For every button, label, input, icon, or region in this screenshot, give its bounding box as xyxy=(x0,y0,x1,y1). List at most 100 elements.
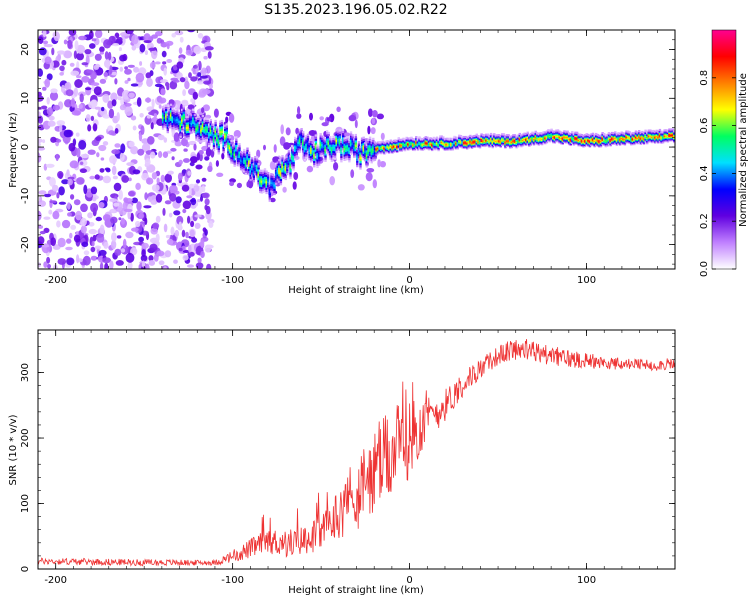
spectrogram-cell xyxy=(604,145,607,148)
spectrogram-cell xyxy=(575,136,579,139)
spectrogram-cell xyxy=(364,152,367,155)
spectrogram-cell xyxy=(467,141,470,144)
spectrogram-cell xyxy=(201,107,205,114)
spectrogram-cell xyxy=(343,143,346,146)
spectrogram-cell xyxy=(56,120,66,126)
spectrogram-cell xyxy=(321,146,324,149)
spectrogram-cell xyxy=(133,66,140,73)
spectrogram-cell xyxy=(231,155,235,158)
spectrogram-cell xyxy=(520,144,523,147)
spectrogram-cell xyxy=(190,98,195,103)
spectrogram-cell xyxy=(343,141,346,144)
spectrogram-cell xyxy=(196,115,200,118)
spectrogram-cell xyxy=(313,163,316,166)
spectrogram-cell xyxy=(343,148,346,151)
spectrogram-cell xyxy=(606,143,609,146)
spectrogram-cell xyxy=(265,174,268,177)
snr-series-line xyxy=(38,339,675,567)
spectrogram-cell xyxy=(94,53,102,61)
spectrogram-cell xyxy=(294,154,297,157)
spectrogram-cell xyxy=(166,116,169,119)
spectrogram-cell xyxy=(201,119,205,122)
spectrogram-cell xyxy=(182,113,185,116)
spectrogram-cell xyxy=(510,138,513,141)
spectrogram-cell xyxy=(329,155,332,158)
spectrogram-cell xyxy=(556,140,560,143)
spectrogram-cell xyxy=(575,131,579,134)
spectrogram-cell xyxy=(193,120,197,123)
spectrogram-cell xyxy=(284,162,287,165)
spectrogram-cell xyxy=(233,156,236,159)
spectrogram-cell xyxy=(64,82,70,90)
spectrogram-cell xyxy=(98,249,107,256)
spectrogram-cell xyxy=(321,141,324,145)
spectrogram-cell xyxy=(192,123,195,126)
spectrogram-cell xyxy=(403,139,407,142)
spectrogram-cell xyxy=(188,244,192,253)
spectrogram-cell xyxy=(179,120,182,123)
spectrogram-cell xyxy=(595,134,598,137)
spectrogram-cell xyxy=(319,154,322,157)
spectrogram-cell xyxy=(494,136,498,139)
spectrogram-cell xyxy=(230,159,233,162)
spectrogram-cell xyxy=(185,135,189,138)
spectrogram-cell xyxy=(124,106,133,116)
spectrogram-cell xyxy=(263,181,267,184)
spectrogram-cell xyxy=(341,130,345,134)
spectrogram-cell xyxy=(262,186,265,189)
spectrogram-cell xyxy=(276,178,279,181)
spectrogram-cell xyxy=(176,125,179,128)
spectrogram-cell xyxy=(271,180,275,183)
spectrogram-cell xyxy=(182,254,189,261)
spectrogram-cell xyxy=(367,149,370,152)
spectrogram-cell xyxy=(383,148,386,151)
spectrogram-cell xyxy=(224,128,227,131)
spectrogram-cell xyxy=(351,147,354,150)
spectrogram-cell xyxy=(198,126,201,129)
spectrogram-cell xyxy=(91,85,95,92)
spectrogram-cell xyxy=(548,129,552,132)
spectrogram-cell xyxy=(203,127,206,130)
spectrogram-cell xyxy=(46,73,53,81)
spectrogram-cell xyxy=(298,150,302,153)
spectrogram-cell xyxy=(510,139,513,142)
spectrogram-cell xyxy=(435,142,439,145)
spectrogram-cell xyxy=(356,165,359,168)
spectrogram-cell xyxy=(327,138,330,141)
spectrogram-cell xyxy=(641,139,644,142)
spectrogram-cell xyxy=(657,135,660,138)
spectrogram-cell xyxy=(432,140,435,143)
spectrogram-cell xyxy=(281,157,284,160)
spectrogram-cell xyxy=(434,138,437,141)
spectrogram-cell xyxy=(230,148,233,151)
spectrogram-cell xyxy=(61,219,71,229)
spectrogram-cell xyxy=(550,134,553,137)
spectrogram-cell xyxy=(391,144,394,147)
spectrogram-cell xyxy=(313,165,316,168)
spectrogram-cell xyxy=(38,236,45,245)
spectrogram-cell xyxy=(558,137,561,140)
spectrogram-cell xyxy=(276,174,279,177)
spectrogram-cell xyxy=(204,139,208,142)
spectrogram-cell xyxy=(306,135,310,139)
spectrogram-cell xyxy=(381,149,384,152)
spectrogram-cell xyxy=(151,172,157,180)
spectrogram-cell xyxy=(440,135,443,138)
spectrogram-cell xyxy=(353,140,356,143)
spectrogram-cell xyxy=(628,136,631,139)
spectrogram-cell xyxy=(345,147,348,150)
spectrogram-cell xyxy=(300,134,303,137)
spectrogram-cell xyxy=(464,137,467,140)
spectrogram-cell xyxy=(155,30,163,37)
spectrogram-cell xyxy=(282,163,286,167)
spectrogram-cell xyxy=(169,185,178,194)
spectrogram-cell xyxy=(233,162,236,165)
spectrogram-cell xyxy=(236,151,240,154)
spectrogram-cell xyxy=(247,166,251,169)
spectrogram-cell xyxy=(219,127,222,130)
spectrogram-cell xyxy=(160,88,166,96)
spectrogram-cell xyxy=(206,119,209,123)
spectrogram-cell xyxy=(150,122,154,130)
spectrogram-cell xyxy=(585,139,588,142)
spectrogram-cell xyxy=(623,132,627,135)
